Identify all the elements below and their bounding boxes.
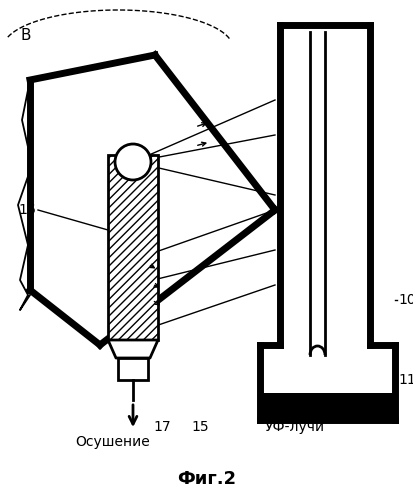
Text: Осушение: Осушение	[75, 435, 150, 449]
Text: 15: 15	[191, 420, 209, 434]
Text: 11: 11	[398, 373, 413, 387]
Bar	[108, 155, 158, 340]
Bar	[260, 393, 395, 420]
Bar	[118, 358, 148, 380]
Text: Фиг.2: Фиг.2	[178, 470, 237, 488]
Bar	[108, 155, 158, 340]
Text: В: В	[20, 28, 31, 43]
Text: УФ-лучи: УФ-лучи	[265, 420, 325, 434]
Text: 16: 16	[18, 203, 36, 217]
Text: 10: 10	[398, 293, 413, 307]
Bar	[118, 358, 148, 380]
Polygon shape	[108, 340, 158, 358]
Text: 17: 17	[153, 420, 171, 434]
Circle shape	[115, 144, 151, 180]
